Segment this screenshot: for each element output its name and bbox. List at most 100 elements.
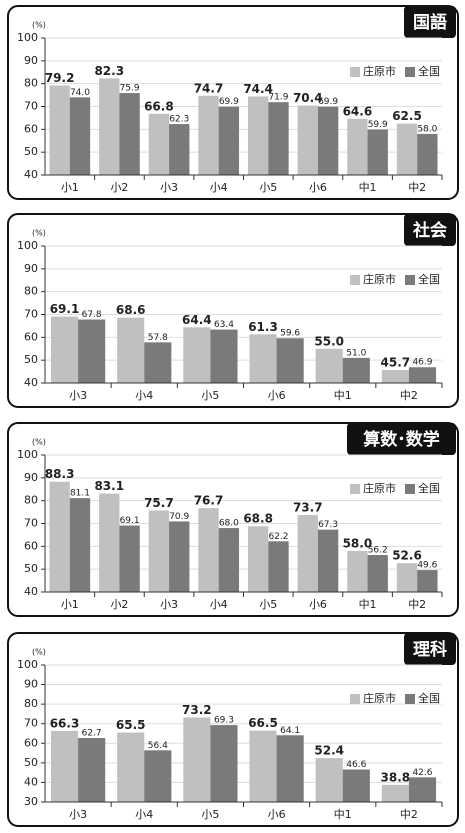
x-tick-label: 小3 [69, 808, 87, 821]
bar [183, 717, 211, 802]
y-tick-label: 40 [24, 168, 38, 181]
bar [169, 124, 190, 175]
value-label: 68.6 [116, 303, 146, 317]
legend-swatch [350, 484, 360, 494]
bar [249, 334, 277, 383]
bar [78, 319, 106, 383]
x-tick-label: 中1 [359, 598, 377, 611]
value-label: 76.7 [194, 494, 224, 508]
y-tick-label: 60 [24, 539, 38, 552]
bar [408, 367, 437, 383]
y-tick-label: 100 [17, 239, 38, 252]
x-tick-label: 小5 [201, 389, 219, 402]
value-label: 81.1 [70, 489, 90, 499]
x-tick-label: 小4 [210, 181, 228, 194]
bar [276, 338, 304, 383]
bar [169, 521, 190, 592]
bar [198, 508, 219, 592]
value-label: 64.1 [280, 726, 300, 736]
bar [49, 85, 70, 175]
y-tick-label: 90 [24, 262, 38, 275]
value-label: 66.5 [248, 716, 278, 730]
bar [381, 369, 409, 383]
x-tick-label: 小5 [259, 598, 277, 611]
bar [315, 348, 343, 383]
y-axis-label: (%) [32, 438, 46, 447]
legend-swatch [350, 694, 360, 704]
value-label: 69.1 [120, 516, 140, 526]
value-label: 58.0 [417, 124, 437, 134]
chart: 算数･数学 (%) 40 50 60 70 80 90 100 88.3 83.1 75.7 76.7 6… [7, 422, 459, 617]
y-tick-label: 80 [24, 494, 38, 507]
value-label: 82.3 [94, 64, 124, 78]
value-label: 59.9 [368, 120, 388, 130]
bar [183, 327, 211, 383]
x-tick-label: 小2 [110, 598, 128, 611]
bar [69, 498, 91, 592]
legend-label: 庄原市 [363, 272, 396, 286]
legend-swatch [405, 275, 415, 285]
value-label: 62.3 [169, 115, 189, 125]
value-label: 38.8 [381, 770, 411, 784]
legend-label: 全国 [418, 272, 440, 286]
x-tick-label: 小6 [309, 598, 327, 611]
y-tick-label: 100 [17, 658, 38, 671]
value-label: 59.6 [280, 329, 300, 339]
y-tick-label: 50 [24, 353, 38, 366]
value-label: 49.6 [417, 561, 437, 571]
bar [50, 316, 79, 383]
y-tick-label: 70 [24, 100, 38, 113]
value-label: 61.3 [248, 320, 278, 334]
value-label: 74.0 [70, 88, 90, 98]
y-axis-label: (%) [32, 21, 46, 30]
legend-label: 全国 [418, 691, 440, 705]
panel [7, 632, 459, 827]
panel [7, 5, 459, 200]
x-tick-label: 小2 [110, 181, 128, 194]
bar [297, 515, 318, 592]
value-label: 66.3 [50, 716, 80, 730]
bar [268, 541, 289, 592]
value-label: 64.4 [182, 313, 212, 327]
bar [99, 78, 120, 175]
value-label: 42.6 [412, 768, 432, 778]
value-label: 51.0 [346, 348, 366, 358]
x-tick-label: 小6 [268, 808, 286, 821]
bar [117, 732, 145, 802]
value-label: 67.3 [318, 520, 338, 530]
value-label: 52.4 [314, 744, 344, 758]
y-tick-label: 40 [24, 585, 38, 598]
legend-label: 全国 [418, 64, 440, 78]
x-tick-label: 中2 [400, 389, 418, 402]
y-tick-label: 70 [24, 517, 38, 530]
value-label: 62.2 [268, 532, 288, 542]
value-label: 69.1 [50, 302, 80, 316]
chart-title: 算数･数学 [362, 429, 440, 450]
bar [396, 563, 418, 592]
x-tick-label: 小1 [61, 598, 79, 611]
legend-label: 庄原市 [363, 691, 396, 705]
value-label: 46.9 [412, 358, 432, 368]
y-tick-label: 80 [24, 77, 38, 90]
bar [297, 105, 318, 175]
value-label: 65.5 [116, 718, 146, 732]
bar [119, 93, 140, 175]
bar [78, 738, 106, 802]
bar [148, 113, 170, 175]
y-axis-label: (%) [32, 648, 46, 657]
bar [347, 118, 368, 175]
value-label: 74.4 [243, 82, 273, 96]
chart-title: 社会 [412, 220, 447, 241]
x-tick-label: 小6 [309, 181, 327, 194]
x-tick-label: 小3 [160, 181, 178, 194]
bar [144, 342, 172, 383]
value-label: 55.0 [314, 334, 344, 348]
x-tick-label: 小3 [160, 598, 178, 611]
panel [7, 422, 459, 617]
bar [144, 750, 172, 802]
legend-swatch [350, 275, 360, 285]
x-tick-label: 小3 [69, 389, 87, 402]
legend-swatch [350, 67, 360, 77]
x-tick-label: 中2 [408, 598, 426, 611]
